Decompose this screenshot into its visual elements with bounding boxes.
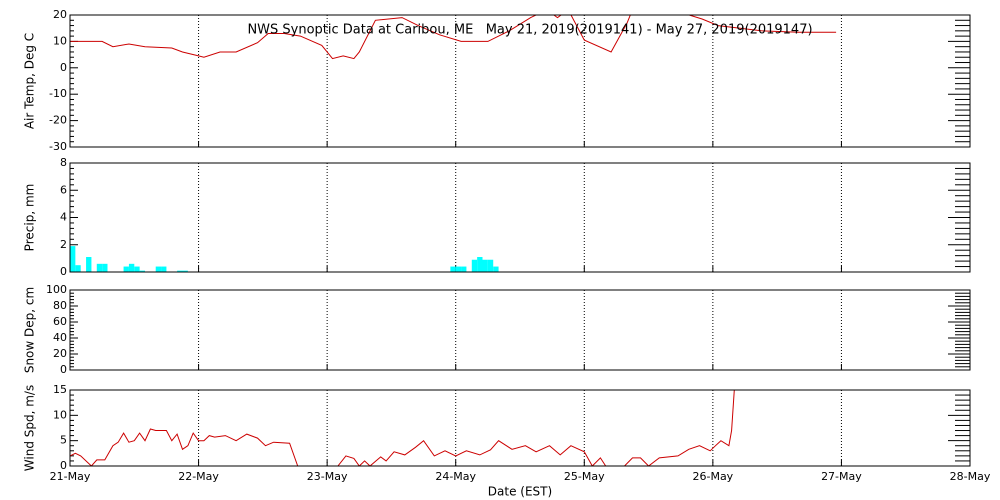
x-axis-label: Date (EST) xyxy=(488,485,552,499)
bar xyxy=(487,259,494,272)
y-tick-label: 0 xyxy=(60,61,67,74)
plot-border xyxy=(69,14,971,148)
x-tick-label: 22-May xyxy=(178,470,219,483)
bar xyxy=(134,266,140,272)
y-axis-label: Precip, mm xyxy=(23,184,37,252)
plot-area xyxy=(70,246,499,272)
y-tick-label: 5 xyxy=(60,434,67,447)
y-tick-label: 4 xyxy=(60,211,67,224)
bar xyxy=(75,265,81,272)
x-tick-label: 28-May xyxy=(950,470,991,483)
data-line xyxy=(70,15,837,60)
y-tick-label: 0 xyxy=(60,459,67,472)
y-tick-label: 15 xyxy=(53,383,67,396)
bar xyxy=(182,270,188,272)
plot-border xyxy=(69,162,971,273)
y-tick-label: 60 xyxy=(53,315,67,328)
chart-title: NWS Synoptic Data at Caribou, ME May 21,… xyxy=(247,23,812,38)
y-tick-label: 20 xyxy=(53,347,67,360)
bar xyxy=(450,266,456,272)
y-tick-label: 6 xyxy=(60,183,67,196)
y-axis-label: Wind Spd, m/s xyxy=(23,385,37,471)
y-axis-label: Air Temp, Deg C xyxy=(23,33,37,129)
bar xyxy=(477,257,483,272)
bar xyxy=(455,266,462,272)
bar xyxy=(139,270,145,272)
bar xyxy=(482,259,488,272)
plot-border xyxy=(69,289,971,371)
bar xyxy=(123,266,129,272)
y-tick-label: 0 xyxy=(60,363,67,376)
plot-border xyxy=(69,389,971,467)
bar xyxy=(471,259,478,272)
y-tick-label: 100 xyxy=(46,283,67,296)
x-tick-label: 21-May xyxy=(50,470,91,483)
y-tick-label: 20 xyxy=(53,8,67,21)
bar xyxy=(155,266,162,272)
bar xyxy=(161,266,167,272)
x-tick-label: 25-May xyxy=(564,470,605,483)
y-axis-label: Snow Dep, cm xyxy=(23,287,37,373)
bar xyxy=(461,266,467,272)
y-tick-label: 40 xyxy=(53,331,67,344)
bar xyxy=(70,246,76,272)
x-tick-label: 26-May xyxy=(692,470,733,483)
data-line xyxy=(70,390,735,466)
y-tick-label: 10 xyxy=(53,34,67,47)
y-tick-label: 2 xyxy=(60,238,67,251)
y-tick-label: 80 xyxy=(53,299,67,312)
y-tick-label: 8 xyxy=(60,156,67,169)
bar xyxy=(493,266,499,272)
plot-area xyxy=(70,15,837,60)
x-tick-label: 24-May xyxy=(435,470,476,483)
bar xyxy=(96,263,103,272)
y-tick-label: 0 xyxy=(60,265,67,278)
y-tick-label: 10 xyxy=(53,408,67,421)
y-tick-label: -10 xyxy=(49,87,67,100)
bar xyxy=(177,270,183,272)
plot-area xyxy=(70,390,735,466)
x-tick-label: 27-May xyxy=(821,470,862,483)
y-tick-label: -30 xyxy=(49,140,67,153)
y-tick-label: -20 xyxy=(49,114,67,127)
bar xyxy=(128,263,135,272)
bar xyxy=(86,257,92,272)
bar xyxy=(102,263,108,272)
x-tick-label: 23-May xyxy=(307,470,348,483)
